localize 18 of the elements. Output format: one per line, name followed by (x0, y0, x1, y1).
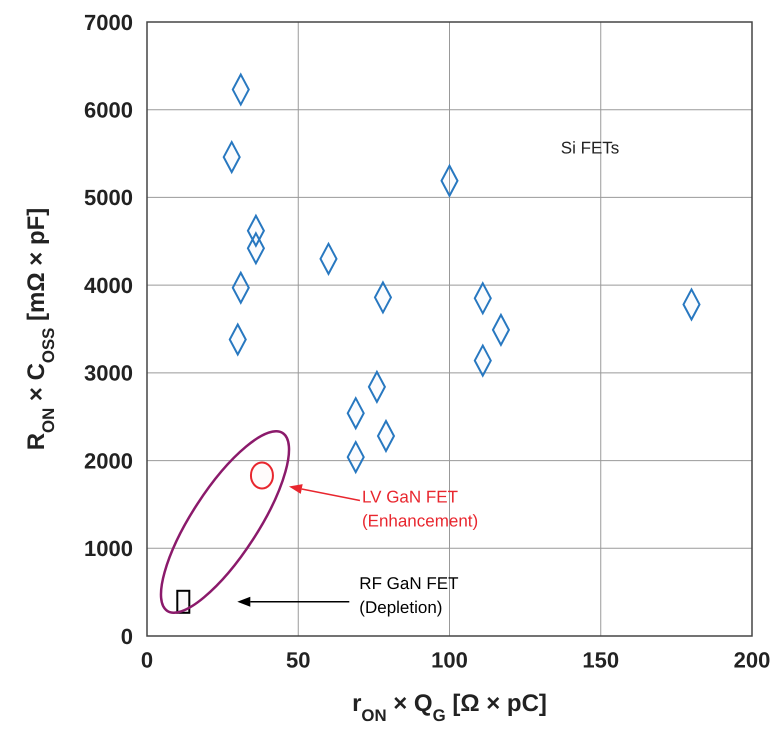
point (250, 461, 274, 490)
y-tick-label: 2000 (84, 448, 133, 474)
y-tick-label: 4000 (84, 272, 133, 298)
x-tick-label: 50 (286, 648, 310, 673)
annotation: LV GaN FET (Enhancement) (362, 487, 478, 530)
annotation: Si FETs (560, 138, 620, 158)
annotation: RF GaN FET (Depletion) (359, 574, 458, 617)
x-tick-label: 150 (582, 648, 620, 673)
x-tick-label: 200 (734, 648, 770, 673)
y-tick-label: 6000 (84, 98, 133, 123)
y-tick-label: 5000 (84, 185, 133, 210)
y-tick-label: 3000 (84, 360, 133, 386)
y-tick-label: 7000 (84, 10, 133, 35)
x-tick-label: 0 (140, 648, 154, 673)
y-tick-label: 1000 (84, 536, 133, 562)
y-tick-label: 0 (120, 624, 133, 649)
x-axis-title: r$_{ON}$ × Q$_{G}$ [Ω × pC] (352, 690, 547, 724)
x-tick-label: 100 (431, 648, 468, 673)
